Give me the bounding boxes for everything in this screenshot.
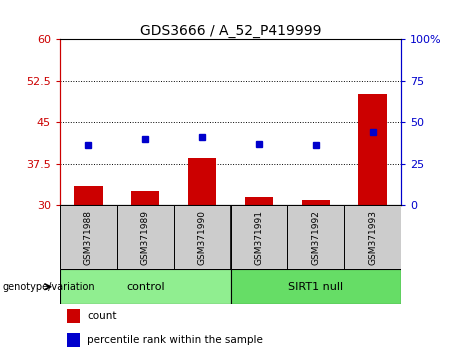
Bar <box>287 205 344 269</box>
Bar <box>67 309 80 323</box>
Text: percentile rank within the sample: percentile rank within the sample <box>87 335 263 345</box>
Bar <box>131 192 160 205</box>
Bar <box>344 205 401 269</box>
Bar <box>174 205 230 269</box>
Text: GSM371992: GSM371992 <box>311 210 320 265</box>
Text: GSM371989: GSM371989 <box>141 210 150 265</box>
Bar <box>67 333 80 347</box>
Title: GDS3666 / A_52_P419999: GDS3666 / A_52_P419999 <box>140 24 321 38</box>
Text: GSM371990: GSM371990 <box>198 210 207 265</box>
Text: genotype/variation: genotype/variation <box>2 282 95 292</box>
Bar <box>188 158 216 205</box>
Text: GSM371993: GSM371993 <box>368 210 377 265</box>
Text: GSM371991: GSM371991 <box>254 210 263 265</box>
Text: GSM371988: GSM371988 <box>84 210 93 265</box>
Bar <box>358 95 387 205</box>
Bar <box>301 200 330 205</box>
Bar <box>245 197 273 205</box>
Text: SIRT1 null: SIRT1 null <box>288 282 343 292</box>
Bar <box>117 205 174 269</box>
Text: control: control <box>126 282 165 292</box>
Bar <box>60 205 117 269</box>
Bar <box>230 205 287 269</box>
Bar <box>74 186 102 205</box>
Text: count: count <box>87 311 117 321</box>
Bar <box>60 269 230 304</box>
Bar <box>230 269 401 304</box>
